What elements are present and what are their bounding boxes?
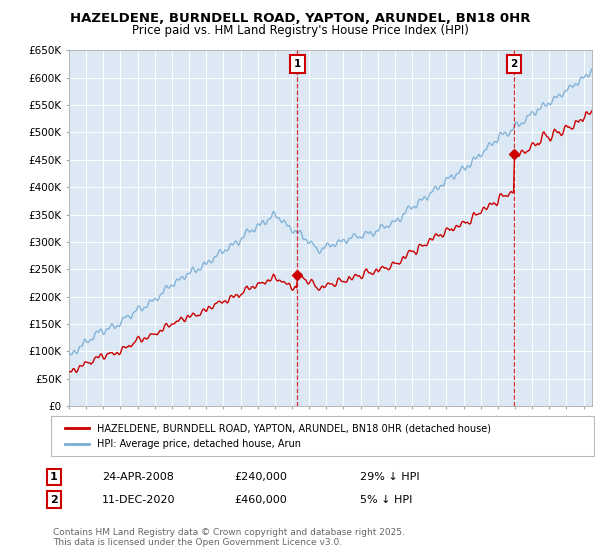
Text: 24-APR-2008: 24-APR-2008 [102,472,174,482]
Text: HAZELDENE, BURNDELL ROAD, YAPTON, ARUNDEL, BN18 0HR: HAZELDENE, BURNDELL ROAD, YAPTON, ARUNDE… [70,12,530,25]
Text: £460,000: £460,000 [234,494,287,505]
Text: 2: 2 [50,494,58,505]
Text: 1: 1 [293,59,301,69]
Text: 11-DEC-2020: 11-DEC-2020 [102,494,176,505]
Legend: HAZELDENE, BURNDELL ROAD, YAPTON, ARUNDEL, BN18 0HR (detached house), HPI: Avera: HAZELDENE, BURNDELL ROAD, YAPTON, ARUNDE… [61,419,495,453]
Text: 1: 1 [50,472,58,482]
Text: Contains HM Land Registry data © Crown copyright and database right 2025.
This d: Contains HM Land Registry data © Crown c… [53,528,404,547]
Text: 2: 2 [511,59,518,69]
Text: Price paid vs. HM Land Registry's House Price Index (HPI): Price paid vs. HM Land Registry's House … [131,24,469,36]
Text: 29% ↓ HPI: 29% ↓ HPI [360,472,419,482]
Text: 5% ↓ HPI: 5% ↓ HPI [360,494,412,505]
Text: £240,000: £240,000 [234,472,287,482]
